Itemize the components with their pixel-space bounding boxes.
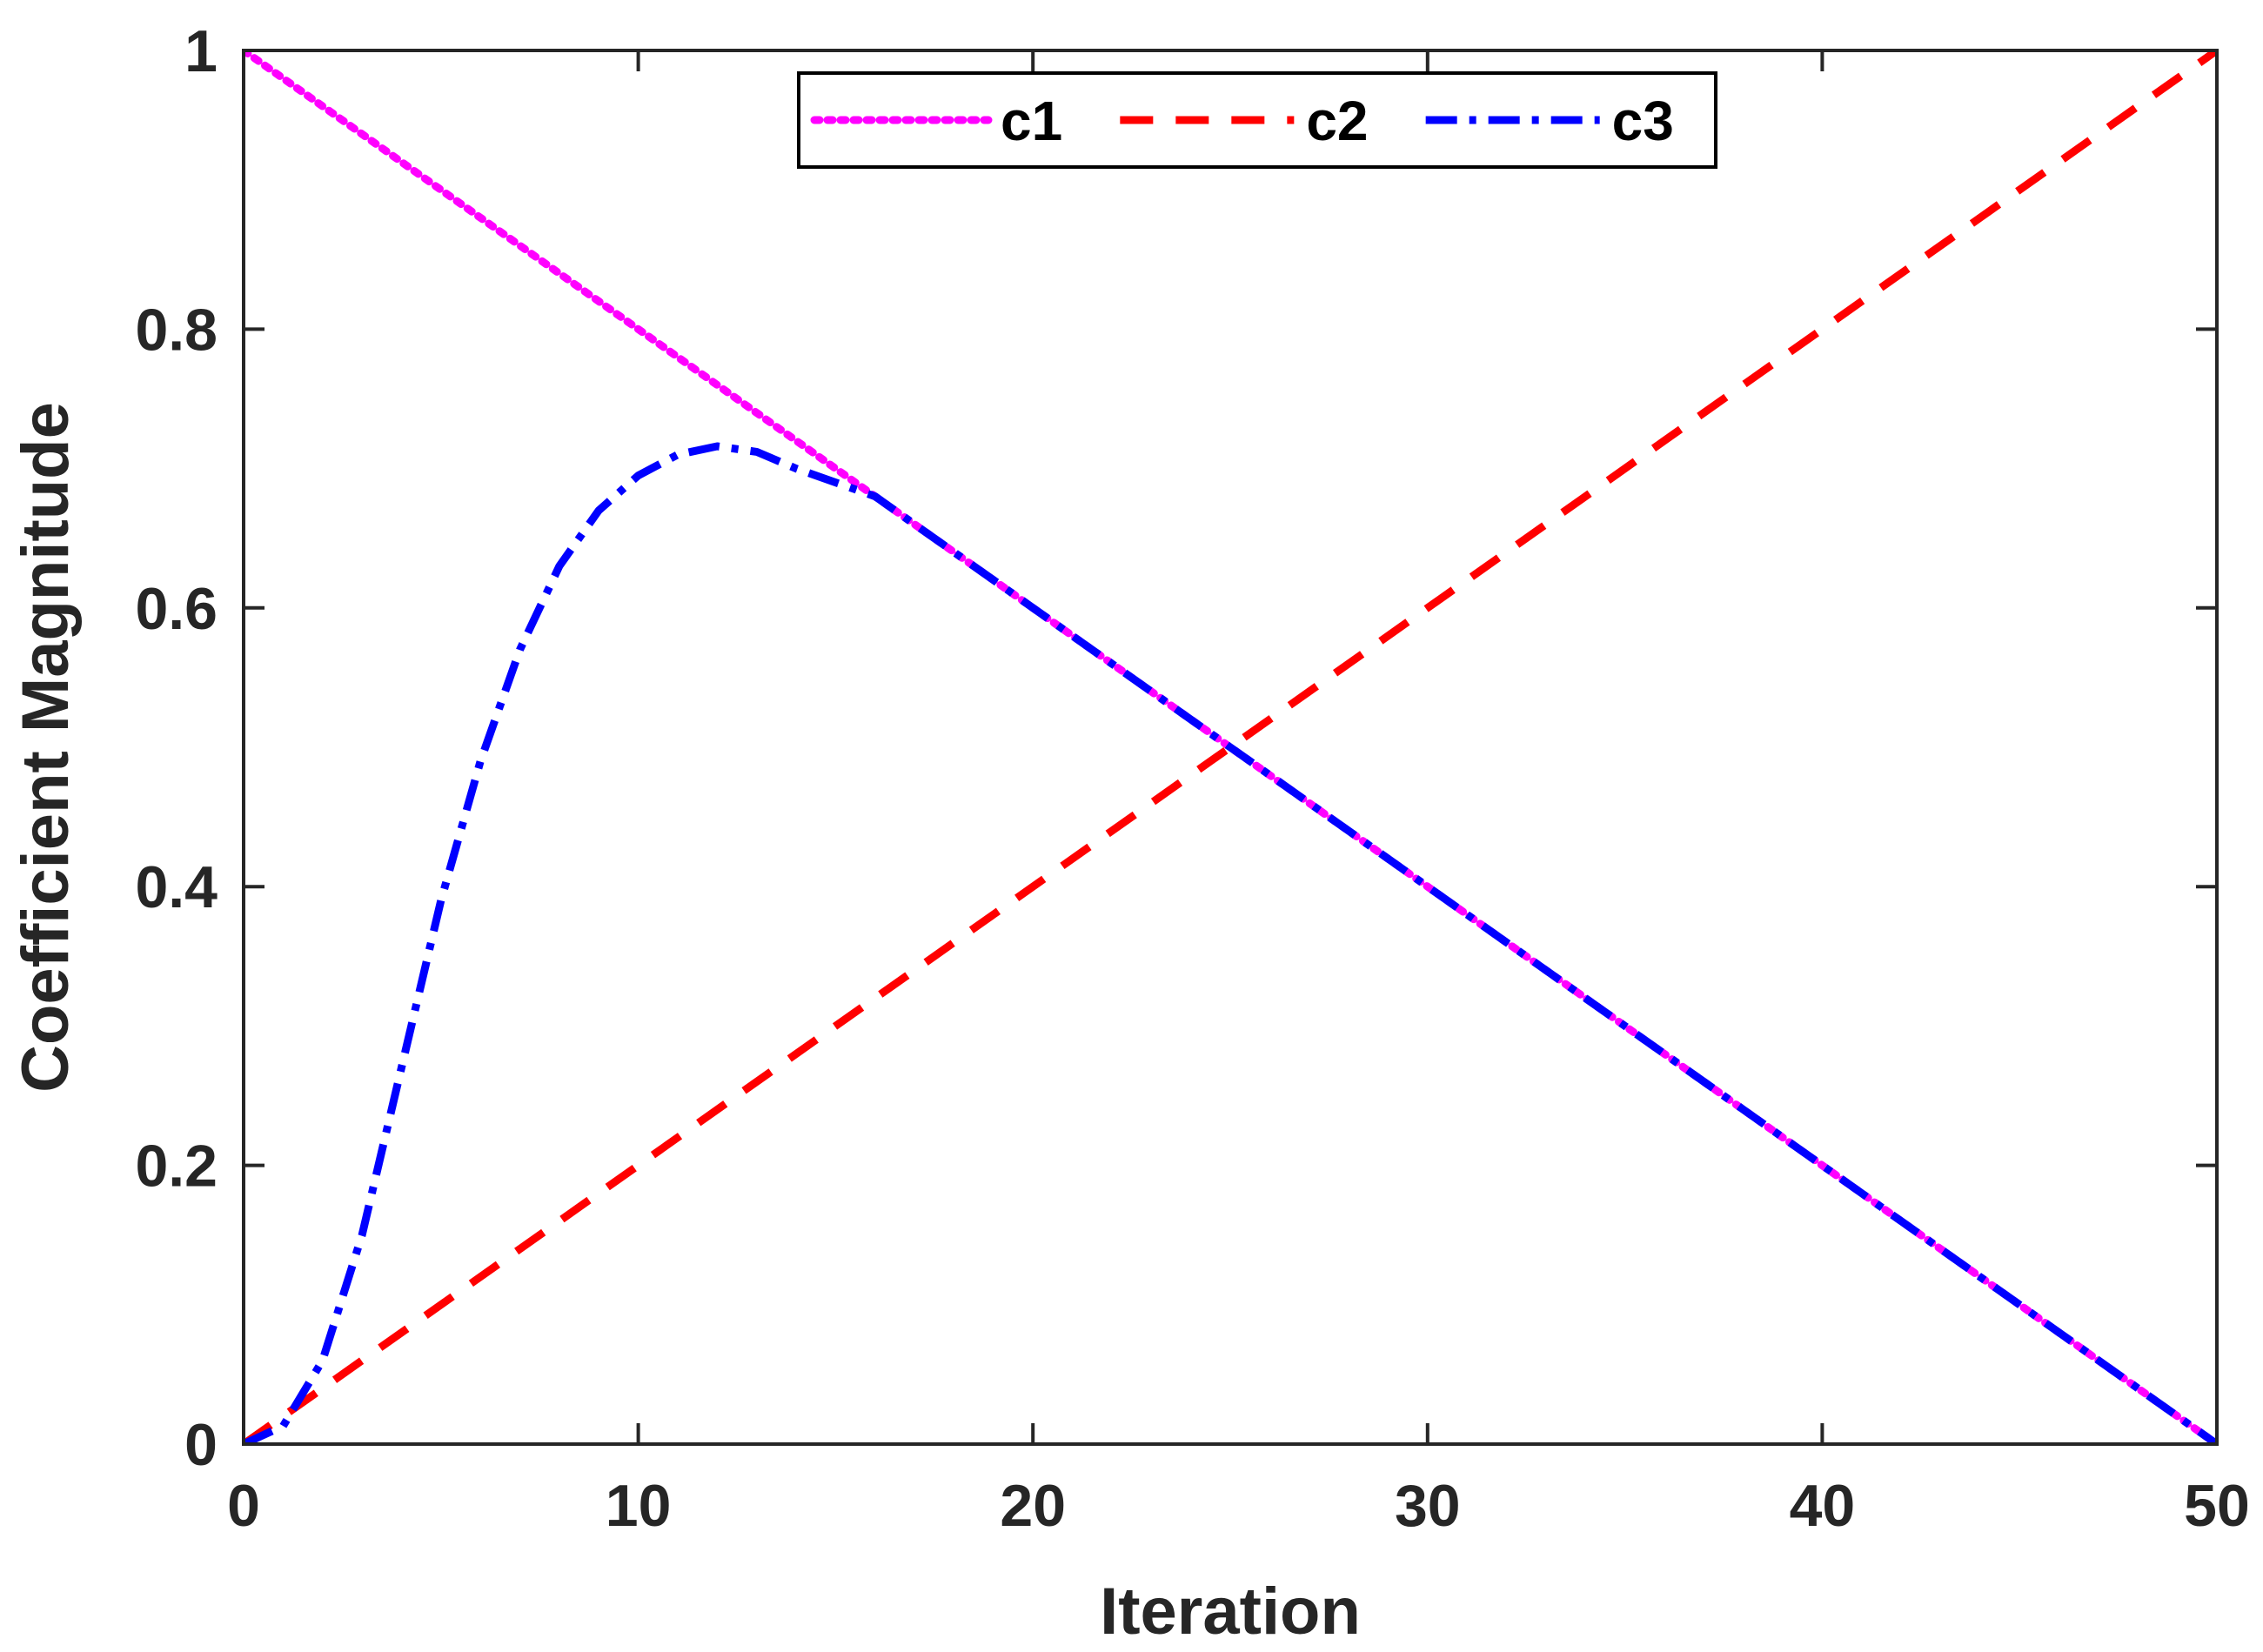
axes-layer: 0 10 20 30 40 50 0 0.2 0.4 0.6 0.8 1 [135, 18, 2249, 1539]
y-tick-label: 1 [184, 18, 218, 84]
x-tick-label: 10 [606, 1473, 672, 1539]
legend-label-c2: c2 [1306, 90, 1368, 152]
legend: c1 c2 c3 [797, 71, 1717, 169]
legend-label-c3: c3 [1612, 90, 1674, 152]
y-tick-label: 0.8 [135, 297, 218, 363]
legend-label-c1: c1 [1001, 90, 1062, 152]
y-axis-title: Coefficient Magnitude [9, 402, 83, 1093]
series-line-c2 [244, 50, 2217, 1444]
y-tick-label: 0 [184, 1412, 218, 1478]
x-axis-title: Iteration [1100, 1575, 1361, 1649]
x-tick-label: 50 [2184, 1473, 2250, 1539]
x-tick-label: 0 [227, 1473, 260, 1539]
y-tick-label: 0.6 [135, 576, 218, 642]
y-tick-label: 0.4 [135, 854, 218, 920]
y-tick-label: 0.2 [135, 1134, 218, 1200]
x-tick-label: 30 [1395, 1473, 1461, 1539]
series-layer [244, 50, 2217, 1444]
x-tick-label: 20 [1000, 1473, 1066, 1539]
series-line-c3 [244, 442, 2217, 1444]
x-tick-label: 40 [1790, 1473, 1856, 1539]
axes-frame [242, 49, 2219, 1446]
